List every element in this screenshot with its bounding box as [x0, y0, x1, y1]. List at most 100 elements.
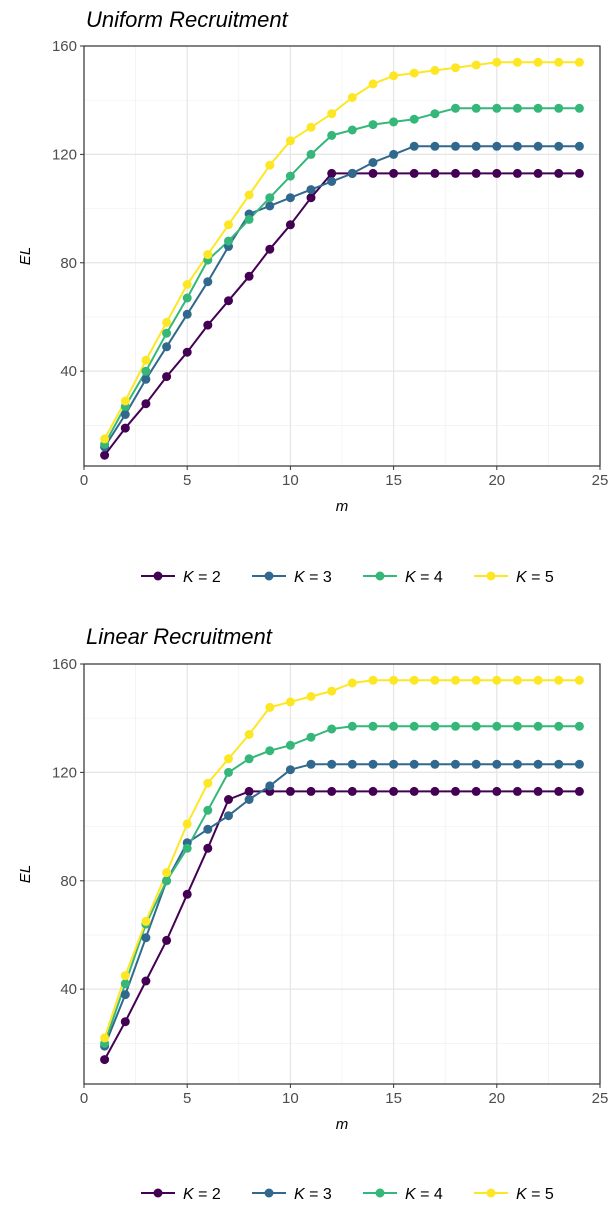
data-point	[512, 721, 522, 731]
data-point	[162, 935, 172, 945]
data-point	[368, 675, 378, 685]
plot-border	[83, 663, 601, 1085]
chart-title: Linear Recruitment	[86, 624, 273, 649]
data-point	[224, 754, 233, 764]
data-point	[451, 721, 460, 731]
y-tick-label: 120	[52, 764, 77, 781]
data-point	[347, 678, 357, 688]
data-point	[285, 765, 295, 775]
data-point	[203, 277, 213, 287]
data-point	[327, 109, 337, 119]
legend-marker	[486, 1188, 496, 1198]
legend-marker	[153, 571, 163, 581]
data-point	[347, 721, 357, 731]
data-point	[430, 168, 440, 178]
data-point	[120, 990, 130, 1000]
data-point	[554, 786, 564, 796]
data-point	[471, 168, 481, 178]
legend-marker	[486, 571, 496, 581]
data-point	[347, 786, 357, 796]
data-point	[430, 141, 440, 151]
data-point	[162, 868, 172, 878]
data-point	[471, 103, 481, 113]
legend-label: K = 2	[183, 1186, 221, 1203]
data-point	[389, 786, 399, 796]
data-point	[285, 193, 295, 203]
data-point	[492, 168, 502, 178]
chart-title: Uniform Recruitment	[86, 7, 289, 32]
data-point	[327, 724, 337, 734]
x-tick-label: 5	[183, 472, 191, 489]
data-point	[492, 57, 502, 67]
data-point	[512, 141, 522, 151]
data-point	[265, 193, 275, 203]
legend-label: K = 4	[405, 1186, 443, 1203]
legend-item: K = 3	[252, 1186, 332, 1203]
data-point	[471, 786, 481, 796]
legend: K = 2 K = 3 K = 4 K = 5	[141, 569, 554, 586]
legend-item: K = 2	[141, 569, 221, 586]
data-point	[533, 103, 543, 113]
data-point	[265, 201, 275, 211]
x-tick-label: 20	[488, 472, 505, 489]
data-point	[512, 168, 522, 178]
data-point	[430, 721, 440, 731]
data-point	[554, 57, 564, 67]
data-point	[182, 280, 192, 289]
legend-item: K = 5	[474, 1186, 554, 1203]
data-point	[347, 125, 357, 135]
data-point	[285, 786, 295, 796]
data-point	[182, 889, 192, 899]
data-point	[141, 933, 151, 943]
data-point	[368, 120, 378, 130]
data-point	[224, 795, 233, 804]
y-tick-label: 80	[60, 873, 77, 890]
data-point	[100, 450, 110, 460]
data-point	[203, 824, 213, 834]
data-point	[512, 759, 522, 769]
data-point	[141, 399, 151, 409]
data-point	[306, 149, 316, 159]
data-point	[141, 976, 151, 986]
legend: K = 2 K = 3 K = 4 K = 5	[141, 1186, 554, 1203]
data-point	[306, 193, 316, 203]
data-point	[141, 366, 151, 376]
data-point	[203, 250, 213, 260]
data-point	[533, 141, 543, 151]
data-point	[244, 214, 254, 224]
data-point	[430, 759, 440, 769]
x-tick-label: 15	[385, 1090, 402, 1107]
data-point	[203, 843, 213, 853]
data-point	[244, 190, 254, 200]
legend-marker	[375, 1188, 385, 1198]
data-point	[203, 320, 213, 330]
data-point	[368, 786, 378, 796]
data-point	[533, 786, 543, 796]
data-point	[368, 168, 378, 178]
data-point	[224, 296, 233, 306]
data-point	[554, 103, 564, 113]
data-point	[409, 168, 419, 178]
data-point	[306, 732, 316, 742]
data-point	[120, 410, 130, 419]
data-point	[409, 721, 419, 731]
data-point	[347, 168, 357, 178]
data-point	[141, 374, 151, 384]
data-point	[409, 141, 419, 151]
x-tick-label: 0	[80, 472, 88, 489]
data-point	[285, 220, 295, 230]
data-point	[451, 786, 460, 796]
data-point	[554, 721, 564, 731]
y-tick-label: 160	[52, 38, 77, 55]
plot-border	[83, 45, 601, 467]
data-point	[141, 355, 151, 365]
data-point	[389, 759, 399, 769]
data-point	[574, 675, 584, 685]
legend-label: K = 4	[405, 569, 443, 586]
data-point	[141, 916, 151, 926]
legend-label: K = 5	[516, 569, 554, 586]
data-point	[182, 293, 192, 303]
data-point	[409, 68, 419, 78]
data-point	[162, 342, 172, 352]
data-point	[244, 730, 254, 739]
